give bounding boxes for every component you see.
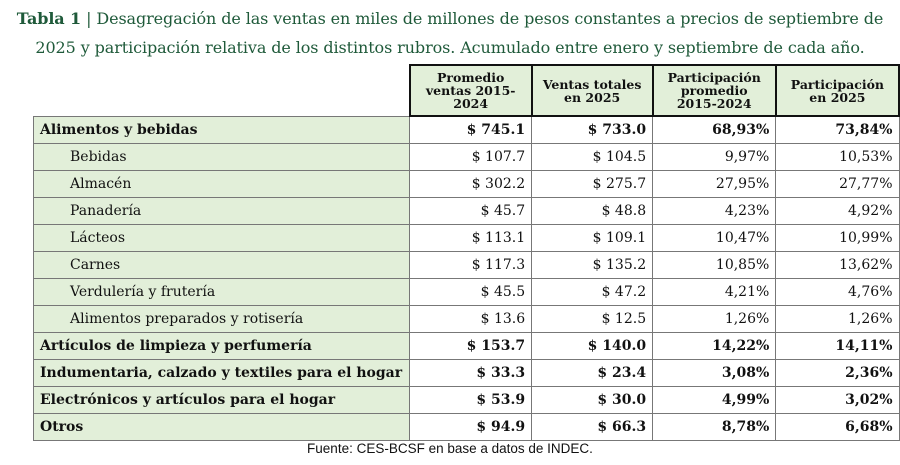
header-avg-sales: Promedio ventas 2015-2024	[408, 64, 533, 117]
cell-share-2025: 10,99%	[775, 224, 900, 252]
cell-avg-share: 4,23%	[652, 197, 777, 225]
cell-avg-sales: $ 45.5	[409, 278, 533, 306]
cell-total-sales: $ 275.7	[531, 170, 654, 198]
row-label: Alimentos y bebidas	[32, 115, 411, 144]
cell-avg-sales: $ 45.7	[409, 197, 533, 225]
table-row: Otros $ 94.9 $ 66.3 8,78% 6,68%	[32, 413, 900, 441]
cell-share-2025: 13,62%	[775, 251, 900, 279]
cell-share-2025: 73,84%	[775, 115, 900, 144]
row-label: Panadería	[32, 197, 411, 225]
row-label: Bebidas	[32, 143, 411, 171]
row-label: Artículos de limpieza y perfumería	[32, 332, 411, 360]
header-blank	[34, 65, 410, 116]
row-label: Almacén	[32, 170, 411, 198]
table-row: Indumentaria, calzado y textiles para el…	[32, 359, 900, 387]
header-share-2025: Participación en 2025	[774, 64, 900, 117]
cell-avg-sales: $ 33.3	[409, 359, 533, 387]
cell-share-2025: 1,26%	[775, 305, 900, 333]
cell-avg-share: 14,22%	[652, 332, 777, 360]
row-label: Indumentaria, calzado y textiles para el…	[32, 359, 411, 387]
cell-share-2025: 3,02%	[775, 386, 900, 414]
cell-avg-share: 9,97%	[652, 143, 777, 171]
table-number: Tabla 1	[16, 9, 82, 28]
cell-avg-share: 4,21%	[652, 278, 777, 306]
cell-total-sales: $ 30.0	[531, 386, 654, 414]
cell-total-sales: $ 66.3	[531, 413, 654, 441]
cell-total-sales: $ 104.5	[531, 143, 654, 171]
cell-avg-share: 3,08%	[652, 359, 777, 387]
table-row: Bebidas $ 107.7 $ 104.5 9,97% 10,53%	[32, 143, 900, 171]
cell-avg-share: 4,99%	[652, 386, 777, 414]
cell-avg-sales: $ 117.3	[409, 251, 533, 279]
header-row: Promedio ventas 2015-2024 Ventas totales…	[34, 64, 900, 117]
caption-separator: |	[81, 9, 97, 28]
cell-share-2025: 27,77%	[775, 170, 900, 198]
row-label: Verdulería y frutería	[32, 278, 411, 306]
cell-avg-share: 27,95%	[652, 170, 777, 198]
cell-avg-share: 68,93%	[652, 115, 777, 144]
cell-avg-sales: $ 745.1	[409, 115, 533, 144]
cell-avg-sales: $ 53.9	[409, 386, 533, 414]
row-label: Otros	[32, 413, 411, 441]
table-row: Carnes $ 117.3 $ 135.2 10,85% 13,62%	[32, 251, 900, 279]
cell-share-2025: 4,76%	[775, 278, 900, 306]
cell-share-2025: 6,68%	[775, 413, 900, 441]
table-row: Lácteos $ 113.1 $ 109.1 10,47% 10,99%	[32, 224, 900, 252]
cell-total-sales: $ 48.8	[531, 197, 654, 225]
cell-avg-sales: $ 13.6	[409, 305, 533, 333]
cell-total-sales: $ 47.2	[531, 278, 654, 306]
cell-avg-share: 10,47%	[652, 224, 777, 252]
cell-share-2025: 14,11%	[775, 332, 900, 360]
row-label: Carnes	[32, 251, 411, 279]
cell-total-sales: $ 109.1	[531, 224, 654, 252]
cell-total-sales: $ 140.0	[531, 332, 654, 360]
cell-total-sales: $ 23.4	[531, 359, 654, 387]
header-total-sales: Ventas totales en 2025	[530, 64, 654, 117]
caption-text: Desagregación de las ventas en miles de …	[35, 9, 884, 57]
cell-avg-share: 1,26%	[652, 305, 777, 333]
table-row: Verdulería y frutería $ 45.5 $ 47.2 4,21% 4,…	[32, 278, 900, 306]
row-label: Alimentos preparados y rotisería	[32, 305, 411, 333]
table-row: Electrónicos y artículos para el hogar $ …	[32, 386, 900, 414]
cell-total-sales: $ 733.0	[531, 115, 654, 144]
table-row: Alimentos y bebidas $ 745.1 $ 733.0 68,93% 7…	[32, 115, 900, 144]
source-note: Fuente: CES-BCSF en base a datos de INDE…	[307, 441, 593, 456]
row-label: Electrónicos y artículos para el hogar	[32, 386, 411, 414]
cell-share-2025: 4,92%	[775, 197, 900, 225]
cell-avg-sales: $ 113.1	[409, 224, 533, 252]
cell-avg-share: 10,85%	[652, 251, 777, 279]
header-avg-share: Participación promedio 2015-2024	[651, 64, 777, 117]
cell-avg-share: 8,78%	[652, 413, 777, 441]
table-row: Artículos de limpieza y perfumería $ 153.…	[32, 332, 900, 360]
cell-share-2025: 10,53%	[775, 143, 900, 171]
table-row: Panadería $ 45.7 $ 48.8 4,23% 4,92%	[32, 197, 900, 225]
cell-avg-sales: $ 94.9	[409, 413, 533, 441]
cell-total-sales: $ 12.5	[531, 305, 654, 333]
cell-avg-sales: $ 107.7	[409, 143, 533, 171]
row-label: Lácteos	[32, 224, 411, 252]
cell-share-2025: 2,36%	[775, 359, 900, 387]
cell-avg-sales: $ 153.7	[409, 332, 533, 360]
sales-table: Promedio ventas 2015-2024 Ventas totales…	[32, 64, 900, 441]
cell-avg-sales: $ 302.2	[409, 170, 533, 198]
table-caption: Tabla 1 | Desagregación de las ventas en…	[0, 4, 900, 62]
cell-total-sales: $ 135.2	[531, 251, 654, 279]
table-row: Almacén $ 302.2 $ 275.7 27,95% 27,77%	[32, 170, 900, 198]
table-row: Alimentos preparados y rotisería $ 13.6 $ …	[32, 305, 900, 333]
